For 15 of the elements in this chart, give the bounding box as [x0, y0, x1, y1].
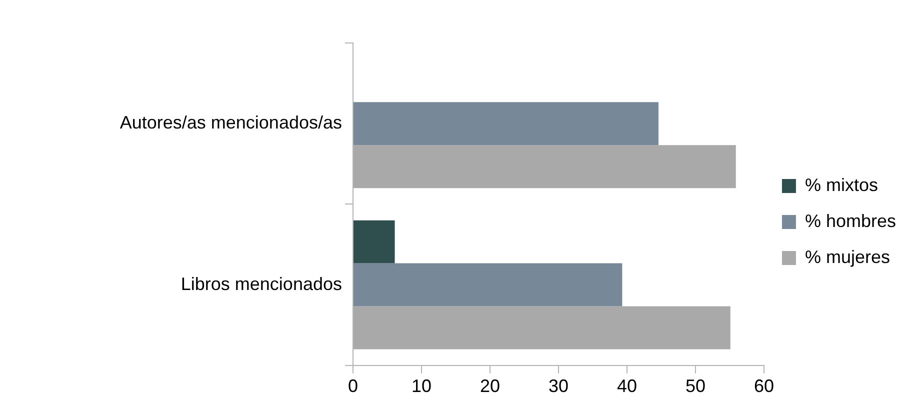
bar	[354, 102, 658, 146]
x-tick-label: 40	[616, 376, 637, 396]
legend-label: % mujeres	[804, 246, 890, 267]
x-tick-label: 20	[480, 376, 500, 396]
y-tick-label: Libros mencionados	[180, 274, 342, 294]
y-tick-label: Autores/as mencionados/as	[120, 112, 342, 133]
legend-label: % hombres	[804, 210, 896, 231]
x-tick-label: 30	[548, 376, 568, 396]
x-tick-label: 10	[411, 376, 432, 396]
x-tick-label: 0	[348, 376, 358, 396]
x-tick-label: 60	[754, 376, 774, 396]
bar	[354, 220, 395, 264]
bar	[354, 263, 622, 306]
x-tick-label: 50	[685, 376, 706, 396]
legend-label: % mixtos	[804, 174, 878, 195]
